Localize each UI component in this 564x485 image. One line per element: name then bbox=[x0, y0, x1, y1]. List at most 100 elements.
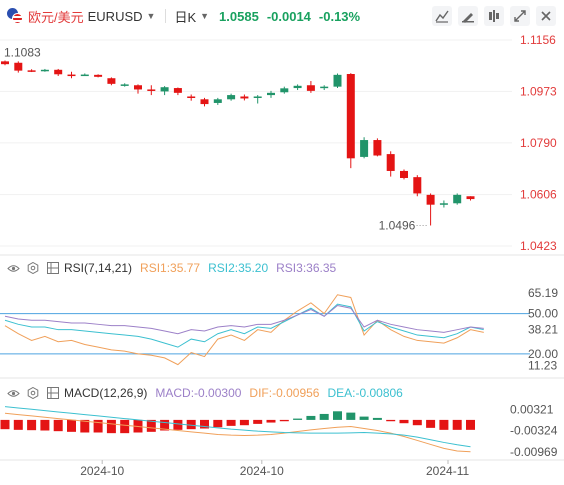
price-tick-label: 1.0606 bbox=[520, 188, 557, 202]
x-axis-label: 2024-10 bbox=[240, 464, 284, 478]
candle-body bbox=[466, 196, 475, 200]
x-axis-label: 2024-11 bbox=[426, 464, 469, 478]
dif-value: DIF:-0.00956 bbox=[249, 386, 320, 400]
candle-body bbox=[40, 69, 49, 72]
macd-histogram-bar bbox=[120, 419, 130, 434]
macd-histogram-bar bbox=[439, 419, 449, 430]
candle-body bbox=[54, 69, 63, 75]
macd-histogram-bar bbox=[386, 419, 396, 422]
macd-histogram-bar bbox=[13, 419, 23, 430]
period-chevron-down-icon[interactable]: ▼ bbox=[200, 11, 210, 21]
rsi1-value: RSI1:35.77 bbox=[140, 261, 201, 275]
rsi-tick-label: 38.21 bbox=[528, 322, 558, 336]
macd-tick-label: -0.00324 bbox=[510, 424, 558, 438]
low-price-label: 1.0496 bbox=[379, 218, 416, 232]
chevron-down-icon[interactable]: ▼ bbox=[146, 11, 156, 21]
indicator-settings-icon[interactable] bbox=[432, 6, 452, 26]
candle-body bbox=[453, 194, 462, 204]
macd-histogram-bar bbox=[293, 418, 303, 420]
candle-body bbox=[240, 96, 249, 99]
hide-eye-icon[interactable] bbox=[6, 261, 20, 275]
macd-histogram-bar bbox=[372, 417, 382, 420]
candle-body bbox=[27, 70, 36, 72]
candle-body bbox=[120, 84, 129, 86]
rsi-tick-label: 65.19 bbox=[528, 286, 558, 300]
candle-body bbox=[187, 96, 196, 98]
theme-icon[interactable] bbox=[484, 6, 504, 26]
candle-body bbox=[200, 99, 209, 105]
rsi-indicator-name: RSI(7,14,21) bbox=[64, 261, 133, 275]
dea-value: DEA:-0.00806 bbox=[327, 386, 403, 400]
candle-body bbox=[293, 85, 302, 89]
macd-histogram-bar bbox=[452, 419, 462, 430]
candle-body bbox=[14, 62, 23, 71]
rsi-reference-label: 20.00 bbox=[528, 347, 558, 361]
candle-body bbox=[253, 96, 262, 98]
macd-histogram-bar bbox=[93, 419, 103, 433]
indicator-grid-icon[interactable] bbox=[46, 261, 60, 275]
rsi-tick-label: 11.23 bbox=[528, 359, 557, 373]
macd-value: MACD:-0.00300 bbox=[155, 386, 242, 400]
macd-histogram-bar bbox=[106, 419, 116, 434]
macd-legend: MACD(12,26,9) MACD:-0.00300 DIF:-0.00956… bbox=[0, 384, 403, 402]
candle-body bbox=[360, 140, 369, 157]
macd-histogram-bar bbox=[226, 419, 236, 426]
candle-body bbox=[227, 95, 236, 100]
macd-settings-gear-icon[interactable] bbox=[26, 386, 40, 400]
macd-histogram-bar bbox=[466, 419, 475, 430]
macd-histogram-bar bbox=[266, 419, 276, 423]
macd-histogram-bar bbox=[253, 419, 263, 424]
macd-histogram-bar bbox=[239, 419, 249, 426]
candle-body bbox=[306, 85, 315, 91]
period-selector[interactable]: 日K bbox=[174, 9, 197, 25]
x-axis-label: 2024-10 bbox=[80, 464, 124, 478]
price-tick-label: 1.0423 bbox=[520, 239, 557, 253]
rsi3-value: RSI3:36.35 bbox=[276, 261, 337, 275]
candle-body bbox=[320, 86, 329, 89]
macd-histogram-bar bbox=[0, 419, 10, 430]
macd-histogram-bar bbox=[426, 419, 436, 428]
macd-hide-eye-icon[interactable] bbox=[6, 386, 20, 400]
macd-histogram-bar bbox=[412, 419, 422, 426]
macd-indicator-name: MACD(12,26,9) bbox=[64, 386, 148, 400]
close-icon[interactable] bbox=[536, 6, 556, 26]
draw-tool-icon[interactable] bbox=[458, 6, 478, 26]
candle-body bbox=[173, 88, 182, 93]
settings-gear-icon[interactable] bbox=[26, 261, 40, 275]
candle-body bbox=[80, 74, 89, 77]
macd-histogram-bar bbox=[146, 419, 156, 432]
candle-body bbox=[134, 85, 142, 90]
price-tick-label: 1.0790 bbox=[520, 136, 557, 150]
candle-body bbox=[413, 177, 422, 194]
fullscreen-icon[interactable] bbox=[510, 6, 530, 26]
candle-body bbox=[147, 89, 156, 91]
macd-histogram-bar bbox=[213, 419, 223, 428]
high-price-label: 1.1083 bbox=[4, 46, 41, 60]
rsi2-value: RSI2:35.20 bbox=[208, 261, 269, 275]
macd-histogram-bar bbox=[319, 413, 329, 420]
macd-histogram-bar bbox=[40, 419, 50, 431]
candle-body bbox=[386, 154, 395, 171]
toolbar bbox=[432, 6, 556, 26]
last-price: 1.0585 bbox=[219, 8, 259, 24]
rsi-reference-label: 50.00 bbox=[528, 307, 558, 321]
candle-body bbox=[160, 87, 169, 92]
macd-histogram-bar bbox=[67, 419, 76, 432]
candle-body bbox=[400, 170, 408, 178]
rsi-line-rsi2 bbox=[4, 303, 484, 348]
pair-name[interactable]: 欧元/美元 bbox=[28, 9, 84, 25]
price-tick-label: 1.0973 bbox=[520, 84, 557, 98]
macd-indicator-grid-icon[interactable] bbox=[46, 386, 60, 400]
macd-histogram-bar bbox=[333, 411, 342, 420]
candle-body bbox=[280, 88, 289, 93]
chart-canvas[interactable]: 1.1156 1.0973 1.0790 1.0606 1.0423 1.1083 1.04… bbox=[0, 32, 564, 485]
macd-histogram-bar bbox=[279, 419, 289, 422]
candle-body bbox=[439, 203, 448, 205]
macd-histogram-bar bbox=[200, 419, 209, 429]
candle-body bbox=[333, 74, 342, 87]
candle-body bbox=[346, 74, 355, 159]
price-change: -0.0014 bbox=[266, 8, 311, 24]
pair-symbol[interactable]: EURUSD bbox=[87, 8, 143, 24]
macd-histogram-bar bbox=[399, 419, 409, 424]
macd-line-dea bbox=[4, 406, 471, 448]
